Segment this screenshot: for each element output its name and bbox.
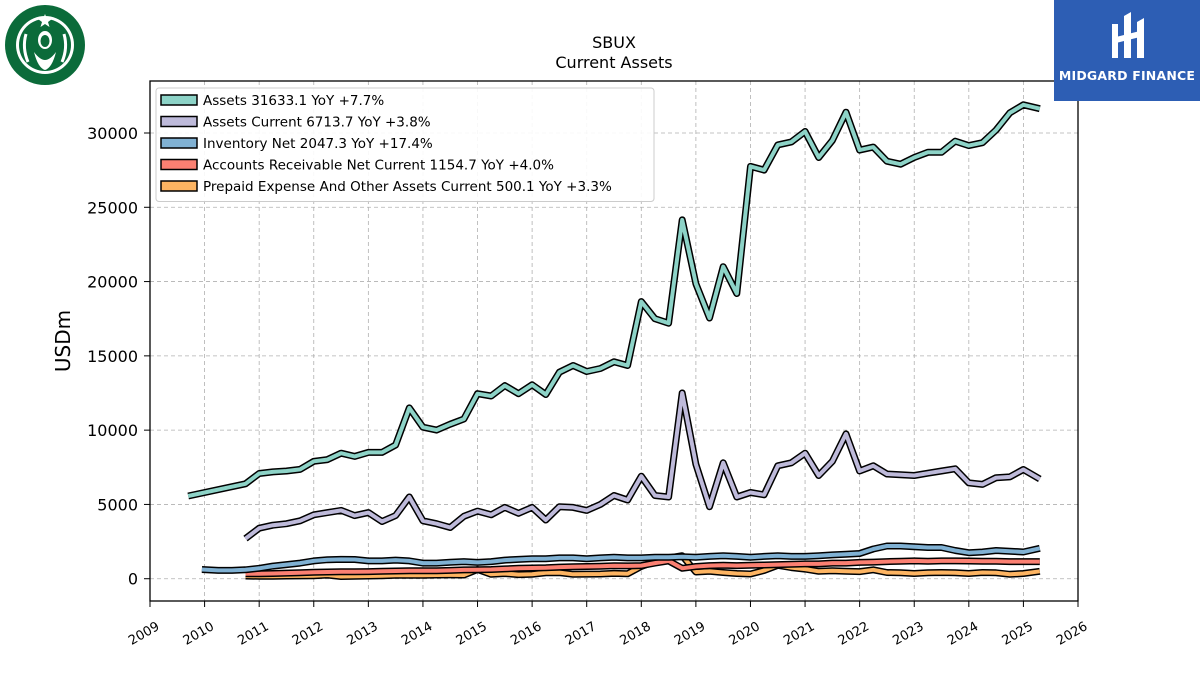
x-tick-label: 2013 xyxy=(345,619,381,649)
x-tick-label: 2021 xyxy=(781,619,817,649)
x-tick-label: 2017 xyxy=(563,619,599,649)
x-tick-label: 2026 xyxy=(1054,619,1090,649)
x-tick-label: 2025 xyxy=(1000,619,1036,649)
legend-entry: Accounts Receivable Net Current 1154.7 Y… xyxy=(203,158,554,174)
x-tick-label: 2019 xyxy=(672,619,708,649)
y-tick-label: 0 xyxy=(128,570,138,589)
x-tick-label: 2023 xyxy=(890,619,926,649)
x-tick-label: 2022 xyxy=(836,619,872,649)
legend: Assets 31633.1 YoY +7.7% Assets Current 6… xyxy=(155,87,655,202)
chart-title: SBUX xyxy=(592,33,636,52)
x-tick-label: 2016 xyxy=(508,619,544,649)
legend-box xyxy=(155,87,655,202)
plot-frame xyxy=(149,80,1079,602)
x-tick-label: 2015 xyxy=(454,619,490,649)
y-tick-label: 5000 xyxy=(97,495,138,514)
x-tick-label: 2018 xyxy=(617,619,653,649)
y-tick-label: 15000 xyxy=(87,347,138,366)
x-tick-label: 2014 xyxy=(399,619,435,649)
series-line xyxy=(187,102,1041,498)
x-tick-label: 2009 xyxy=(126,619,162,649)
legend-swatch xyxy=(160,137,198,149)
y-tick-label: 20000 xyxy=(87,273,138,292)
y-axis-label: USDm xyxy=(51,310,75,372)
midgard-logo: MIDGARD FINANCE xyxy=(1054,0,1200,101)
x-tick-label: 2012 xyxy=(290,619,326,649)
y-axis: 0 5000 10000 15000 20000 25000 30000 xyxy=(87,124,150,589)
series-outline xyxy=(243,389,1042,542)
midgard-brand-text: MIDGARD FINANCE xyxy=(1058,68,1196,83)
x-axis: 2009 2010 2011 2012 2013 2014 2015 2016 2017 2018… xyxy=(126,601,1090,649)
legend-entry: Assets Current 6713.7 YoY +3.8% xyxy=(203,115,431,131)
x-tick-label: 2010 xyxy=(181,619,217,649)
legend-entry: Prepaid Expense And Other Assets Current… xyxy=(203,179,612,195)
series-line xyxy=(245,558,1040,576)
series-line xyxy=(201,544,1041,573)
legend-swatch xyxy=(160,94,198,106)
y-tick-label: 10000 xyxy=(87,421,138,440)
x-tick-label: 2024 xyxy=(945,619,981,649)
series-line xyxy=(244,391,1041,541)
legend-swatch xyxy=(160,115,198,128)
legend-swatch xyxy=(160,158,198,171)
y-tick-label: 25000 xyxy=(87,198,138,217)
chart-subtitle: Current Assets xyxy=(555,53,672,72)
starbucks-siren-logo xyxy=(4,4,86,86)
legend-entry: Assets 31633.1 YoY +7.7% xyxy=(203,93,384,109)
x-tick-label: 2020 xyxy=(727,619,763,649)
y-tick-label: 30000 xyxy=(87,124,138,143)
legend-entry: Inventory Net 2047.3 YoY +17.4% xyxy=(203,136,433,152)
x-tick-label: 2011 xyxy=(235,619,271,649)
midgard-emblem-icon xyxy=(1112,12,1144,58)
legend-swatch xyxy=(160,180,198,192)
series-layer xyxy=(187,101,1042,580)
